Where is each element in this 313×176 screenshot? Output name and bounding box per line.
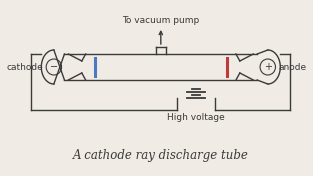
Text: cathode: cathode [7,62,43,71]
Text: anode: anode [278,62,306,71]
Text: To vacuum pump: To vacuum pump [122,16,199,25]
Text: High voltage: High voltage [167,113,225,122]
Text: A cathode ray discharge tube: A cathode ray discharge tube [73,149,249,162]
Text: +: + [264,62,272,72]
Text: −: − [50,62,58,72]
